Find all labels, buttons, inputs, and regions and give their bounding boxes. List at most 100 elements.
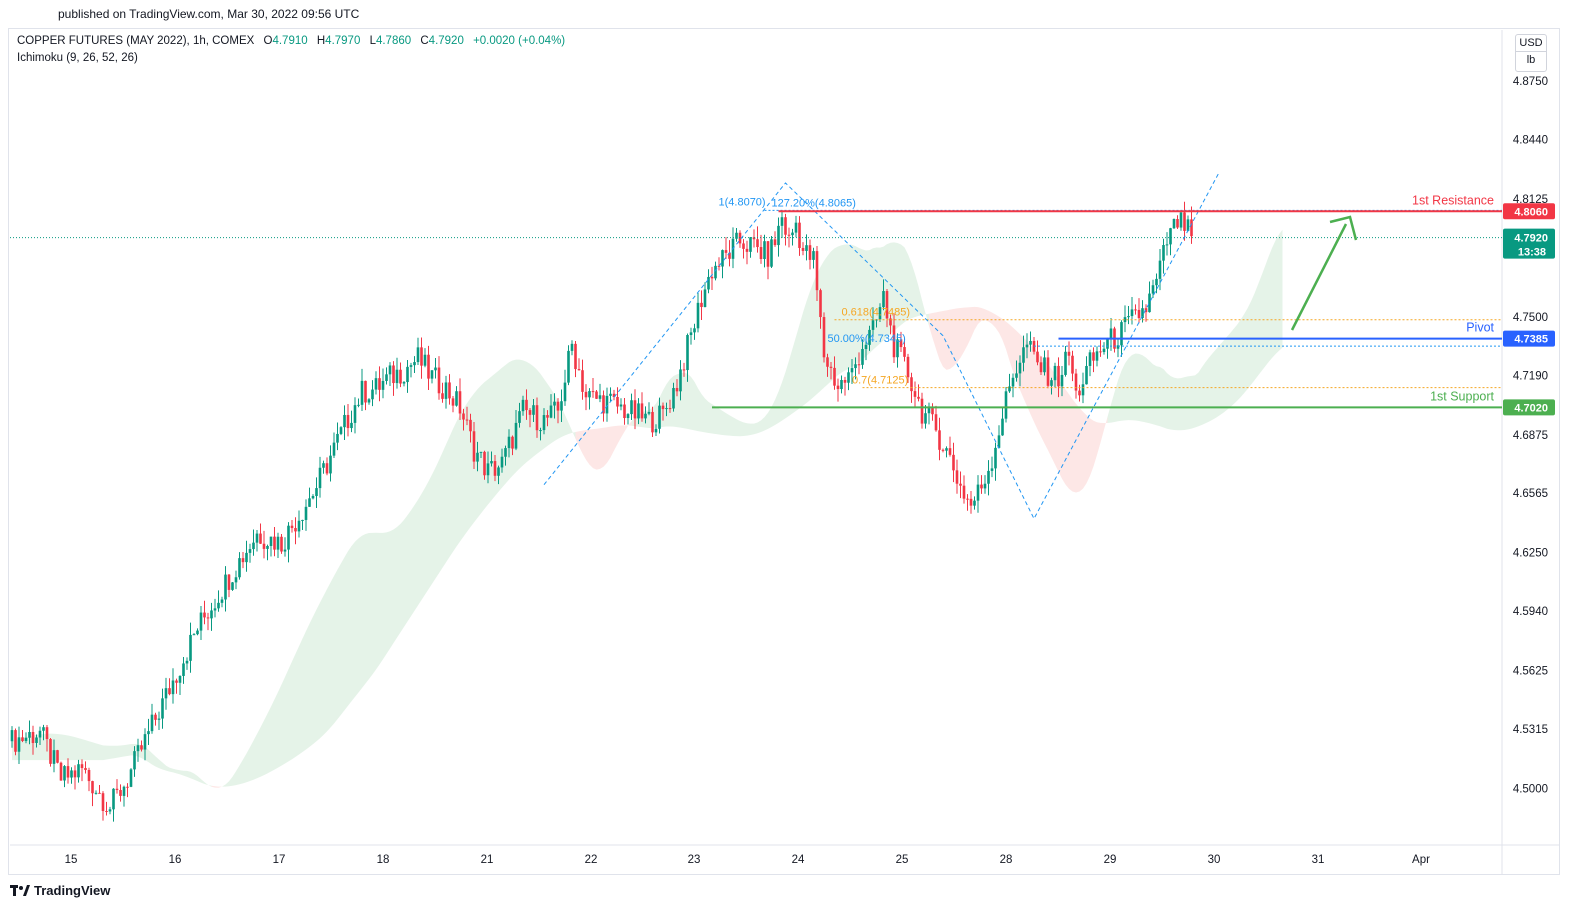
candle-body xyxy=(444,382,448,399)
cloud-segment xyxy=(61,734,65,761)
candle-body xyxy=(644,413,647,419)
cloud-segment xyxy=(743,422,747,437)
candle-body xyxy=(143,734,147,750)
candle-body xyxy=(318,467,322,489)
candle-body xyxy=(647,411,651,414)
legend-indicator-line[interactable]: Ichimoku (9, 26, 52, 26) xyxy=(17,52,138,64)
candle-body xyxy=(511,436,514,449)
candle-body xyxy=(290,525,294,529)
candle-body xyxy=(882,291,885,308)
fib-50-label: 50.00%(4.7345) xyxy=(828,333,906,345)
cloud-segment xyxy=(442,444,446,568)
candle-body xyxy=(535,405,539,431)
cloud-segment xyxy=(271,699,275,772)
cloud-segment xyxy=(1139,353,1143,422)
candle-body xyxy=(80,764,84,769)
unit-label: lb xyxy=(1516,51,1546,68)
cloud-segment xyxy=(684,372,688,429)
candle-body xyxy=(812,251,815,260)
candle-body xyxy=(829,366,833,368)
cloud-segment xyxy=(85,740,89,761)
cloud-segment xyxy=(428,474,432,590)
candle-body xyxy=(371,389,374,400)
cloud-segment xyxy=(491,373,495,501)
candle-body xyxy=(553,401,556,406)
candle-body xyxy=(395,369,399,384)
candle-body xyxy=(794,222,798,233)
candle-body xyxy=(402,382,406,384)
cloud-segment xyxy=(603,427,607,467)
candle-body xyxy=(1127,316,1130,318)
candle-body xyxy=(150,714,154,732)
cloud-segment xyxy=(1205,357,1209,424)
candle-body xyxy=(847,372,850,383)
cloud-segment xyxy=(995,314,999,333)
candle-body xyxy=(749,237,752,252)
cloud-segment xyxy=(999,316,1003,340)
cloud-segment xyxy=(848,244,852,369)
candle-body xyxy=(686,335,689,371)
cloud-segment xyxy=(278,684,282,768)
chart-frame[interactable] xyxy=(8,28,1560,875)
y-tick-label: 4.6565 xyxy=(1513,488,1548,500)
cloud-segment xyxy=(106,745,110,760)
x-tick-label: 28 xyxy=(1000,854,1013,866)
candle-body xyxy=(976,484,980,501)
candle-body xyxy=(77,764,80,778)
cloud-segment xyxy=(229,776,233,787)
cloud-segment xyxy=(617,425,621,445)
cloud-segment xyxy=(547,383,551,446)
candle-body xyxy=(17,737,21,752)
candle-body xyxy=(696,302,700,329)
cloud-segment xyxy=(1272,240,1276,358)
candle-body xyxy=(42,727,45,731)
high-label: H xyxy=(316,35,326,47)
candle-body xyxy=(472,431,476,462)
cloud-segment xyxy=(1146,357,1150,424)
cloud-segment xyxy=(348,546,352,706)
cloud-segment xyxy=(190,771,194,780)
cloud-segment xyxy=(1153,364,1157,426)
candle-body xyxy=(1011,377,1015,387)
cloud-segment xyxy=(362,533,366,689)
candle-body xyxy=(679,369,682,392)
tradingview-brand[interactable]: TradingView xyxy=(10,883,110,898)
cloud-segment xyxy=(694,381,698,432)
cloud-segment xyxy=(75,737,79,761)
candle-body xyxy=(311,496,315,499)
candle-body xyxy=(301,519,304,521)
cloud-segment xyxy=(1181,377,1185,431)
cloud-segment xyxy=(183,770,187,777)
close-label: C xyxy=(420,35,429,47)
candle-body xyxy=(700,302,703,308)
projection-arrow-shaft xyxy=(1290,223,1348,331)
cloud-segment xyxy=(1254,284,1258,381)
cloud-segment xyxy=(1258,275,1262,376)
level-tag-bg-1 xyxy=(1503,330,1555,347)
candle-body xyxy=(532,405,535,415)
cloud-segment xyxy=(1013,327,1017,382)
candle-body xyxy=(164,688,168,699)
cloud-segment xyxy=(806,291,810,403)
candle-body xyxy=(73,770,77,778)
cloud-segment xyxy=(722,410,726,436)
candle-body xyxy=(962,485,966,499)
cloud-segment xyxy=(845,244,849,371)
cloud-segment xyxy=(1090,418,1094,476)
candle-body xyxy=(14,730,17,752)
cloud-segment xyxy=(1170,375,1174,431)
cloud-segment xyxy=(225,781,229,787)
y-tick-label: 4.5000 xyxy=(1513,783,1548,795)
cloud-segment xyxy=(1125,358,1129,421)
candle-body xyxy=(115,788,119,791)
cloud-segment xyxy=(589,429,593,469)
cloud-segment xyxy=(474,389,478,523)
candle-body xyxy=(91,781,94,794)
cloud-segment xyxy=(439,452,443,574)
currency-unit-button[interactable]: USD lb xyxy=(1515,34,1547,72)
cloud-segment xyxy=(1163,369,1167,429)
candle-body xyxy=(766,241,770,267)
cloud-segment xyxy=(736,419,740,437)
candle-body xyxy=(938,430,941,450)
